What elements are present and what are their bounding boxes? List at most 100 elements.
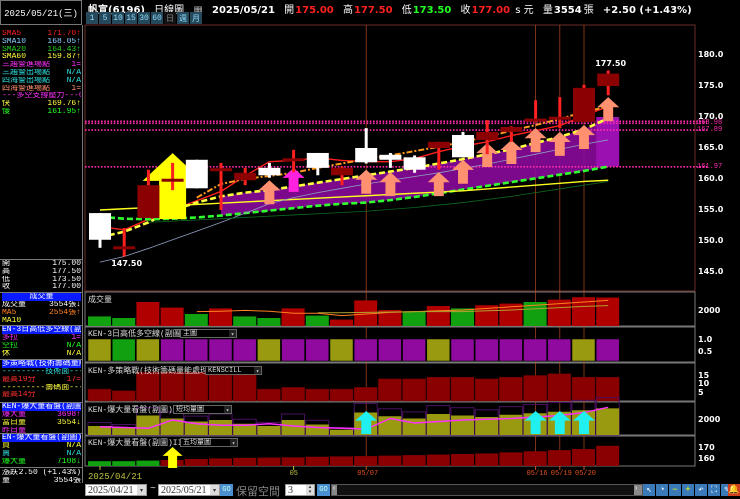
go-button-2[interactable]: GO — [317, 484, 330, 496]
ohlc-label: 收 — [2, 283, 10, 292]
tab-週[interactable]: 週 — [177, 12, 189, 24]
strategy-bar — [450, 376, 475, 402]
three-day-bar — [595, 338, 620, 362]
explosive-bar — [499, 414, 523, 435]
group-row: 當日量 3554↓ — [2, 419, 81, 427]
scroll-right-icon[interactable]: › — [634, 485, 642, 495]
high-label: 高 — [342, 5, 353, 16]
chart-type: 日線圖 — [154, 5, 185, 16]
group-row: 休 N/A — [2, 350, 81, 358]
ohlc-row: 開 175.00 — [2, 260, 81, 268]
indicator-label: 三趨警進場點 — [2, 61, 50, 69]
row-value: 3554↓ — [56, 418, 81, 427]
explosive-bar — [233, 423, 257, 435]
divider — [0, 433, 83, 434]
summary-list: 漲跌 2.50 (+1.43%) 量 3554張 — [2, 469, 81, 485]
tab-5[interactable]: 5 — [99, 12, 111, 24]
three-day-bar — [281, 338, 305, 362]
go-button[interactable]: GO — [220, 484, 233, 496]
explosive1-dropdown[interactable]: 短均量圖 ▾ — [173, 405, 232, 414]
explosive-arrow — [524, 411, 547, 434]
summary-row: 漲跌 2.50 (+1.43%) — [2, 469, 81, 477]
strategy-bar — [87, 388, 112, 402]
signal-arrow — [355, 169, 378, 194]
scroll-left-icon[interactable]: ‹ — [332, 485, 337, 495]
strategy-bar — [547, 373, 572, 402]
row-label: 多拉 — [2, 334, 18, 342]
indicator-value: 164.43↑ — [47, 45, 81, 54]
explosive3-dropdown[interactable]: 五均量圖 ▾ — [180, 438, 238, 447]
tab-10[interactable]: 10 — [112, 12, 124, 24]
high-value: 177.50 — [353, 5, 393, 16]
strategy-bar — [353, 387, 378, 402]
cursor-icon[interactable]: ↖ — [643, 484, 655, 496]
indicator-group: EN-3日高低多空線(副圖多拉 1= 空拉 N/A 休 N/A — [2, 326, 81, 357]
zoom-in-icon[interactable]: + — [682, 484, 694, 496]
tab-月[interactable]: 月 — [190, 12, 202, 24]
chart-scrollbar[interactable]: ‹ › — [331, 484, 643, 496]
explosive3-bar — [330, 456, 353, 466]
strategy-dropdown[interactable]: KENSCILL ▾ — [205, 366, 262, 375]
signal-arrow — [379, 172, 402, 197]
dropdown-value: KENSCILL — [208, 367, 242, 375]
three_day-dropdown[interactable]: 主圖 ▾ — [180, 329, 237, 338]
row-label: ---------籌碼面--- — [2, 383, 81, 392]
explosive3-bar — [547, 450, 571, 466]
row-value: N/A — [66, 349, 81, 358]
tab-60[interactable]: 60 — [151, 12, 163, 24]
chevron-down-icon: ▾ — [210, 485, 219, 495]
dropdown-value: 五均量圖 — [183, 439, 211, 447]
row-label: MA5 — [2, 308, 17, 317]
candle-body — [452, 134, 474, 158]
strategy-bar — [595, 376, 620, 402]
group-header: 成交量 — [2, 293, 81, 301]
group-row: 昨日量 — [2, 427, 81, 435]
explosive-bar — [257, 426, 281, 435]
indicator-label: SMA60 — [2, 53, 27, 62]
divider — [0, 259, 83, 260]
fit-icon[interactable]: ⛶ — [708, 484, 720, 496]
row-label: 買 — [2, 442, 10, 450]
tab-15[interactable]: 15 — [125, 12, 137, 24]
candle-body — [573, 87, 595, 122]
indicator-group: 多策略戰(技術籌碼量能---------技術面---...最高19分 17=---… — [2, 360, 81, 399]
open-label: 開 — [284, 5, 295, 16]
indicator-row: 三趨警進場點 1= — [2, 61, 81, 69]
indicator-row: SMA10 168.05↑ — [2, 38, 81, 46]
tab-日[interactable]: 日 — [164, 12, 176, 24]
strategy-bar — [378, 378, 402, 402]
current-date: 2025/05/21(三) — [0, 0, 82, 25]
spinner-icon[interactable]: ▴ ▾ — [306, 485, 314, 495]
explosive-arrow — [355, 411, 378, 434]
clock-icon[interactable]: ◔ — [656, 484, 668, 496]
explosive-bar — [184, 421, 208, 435]
tab-30[interactable]: 30 — [138, 12, 150, 24]
candle-body — [210, 168, 232, 172]
summary-value: 3554張 — [53, 476, 81, 485]
unit: s 元 — [515, 5, 534, 16]
dropdown-value: 主圖 — [183, 330, 197, 338]
summary-row: 量 3554張 — [2, 477, 81, 485]
tab-1[interactable]: 1 — [86, 12, 98, 24]
start-date-select[interactable]: 2025/04/21 ▾ — [85, 484, 147, 496]
row-label: 賣 — [2, 449, 10, 458]
indicator-label: 四海警進場點 — [2, 84, 50, 93]
bell-icon[interactable]: 🔔 — [728, 484, 740, 496]
three-day-bar — [402, 338, 426, 362]
explosive3-bar — [572, 449, 595, 466]
volume-bar — [426, 306, 450, 326]
end-date-select[interactable]: 2025/05/21 ▾ — [158, 484, 220, 496]
undo-icon[interactable]: ↶ — [695, 484, 707, 496]
indicator-row: SMA5 171.70↑ — [2, 30, 81, 38]
reserve-space-input[interactable]: 3 ▴ ▾ — [285, 484, 315, 496]
candle-body — [234, 172, 257, 181]
volume-bar — [305, 315, 329, 326]
indicator-row: 快 169.76↑ — [2, 100, 81, 108]
row-value: 7108↓ — [56, 457, 81, 466]
calendar-icon[interactable]: ▦ — [193, 5, 203, 16]
ohlc-list: 開 175.00 高 177.50 低 173.50 收 177.00 — [2, 260, 81, 291]
indicator-row: SMA60 159.87↑ — [2, 53, 81, 61]
zoom-out-icon[interactable]: − — [669, 484, 681, 496]
indicator-row: ---多空支撐壓力---0= — [2, 92, 81, 100]
